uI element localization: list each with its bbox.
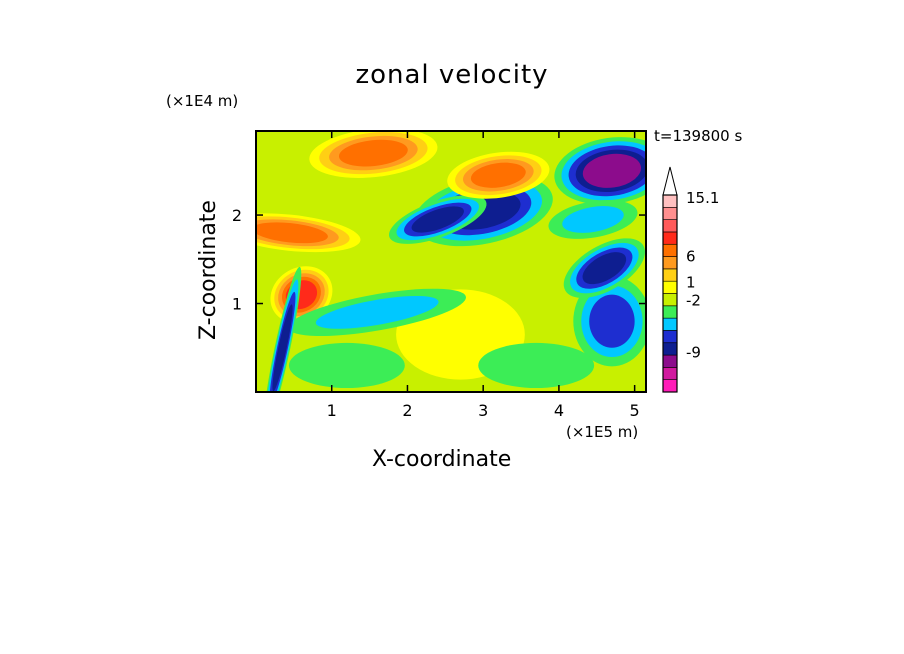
heatmap-region: [288, 288, 466, 337]
y-tick-label: 2: [232, 206, 242, 225]
contour-level: [288, 342, 405, 389]
x-axis-ticks: 1 2 3 4 5: [327, 131, 640, 420]
colorbar-swatch: [662, 219, 678, 233]
heatmap-region: [573, 276, 646, 367]
chart-title: zonal velocity: [355, 60, 549, 90]
contour-level: [562, 206, 624, 233]
colorbar-label: 1: [686, 273, 696, 291]
colorbar-label: -9: [686, 344, 701, 362]
heatmap-region: [256, 213, 361, 253]
x-tick-label: 4: [554, 401, 564, 420]
contour-level: [589, 294, 635, 348]
y-axis-unit: (×1E4 m): [166, 92, 239, 110]
colorbar: -9 -21 6 15.1: [662, 166, 719, 393]
contour-level: [582, 252, 627, 285]
colorbar-label: -2: [686, 292, 701, 310]
heatmap-region: [548, 200, 638, 239]
heatmap-region: [554, 137, 646, 205]
contour-level: [582, 153, 642, 188]
contour-level: [315, 296, 439, 329]
heatmap-region: [388, 195, 487, 244]
contour-level: [470, 162, 526, 188]
colorbar-label: 6: [686, 247, 696, 265]
colorbar-swatch: [662, 317, 678, 331]
colorbar-label: 15.1: [686, 189, 719, 207]
contour-level: [478, 342, 595, 389]
contour-level: [256, 222, 328, 244]
x-tick-label: 1: [327, 401, 337, 420]
contour-level: [411, 206, 464, 233]
colorbar-swatch: [662, 268, 678, 282]
colorbar-swatch: [662, 194, 678, 208]
contour-level: [338, 139, 408, 167]
colorbar-swatch: [662, 280, 678, 294]
contour-level: [272, 304, 293, 392]
heatmap-region: [478, 342, 595, 389]
heatmap-region: [288, 342, 405, 389]
colorbar-frame: [662, 194, 678, 393]
heatmap-region: [563, 238, 645, 298]
colorbar-swatch: [662, 293, 678, 307]
y-tick-label: 1: [232, 295, 242, 314]
colorbar-swatch: [662, 330, 678, 344]
heatmap-field: [256, 131, 646, 392]
x-axis-label: X-coordinate: [372, 447, 512, 472]
plot-frame: [255, 130, 647, 393]
x-tick-label: 3: [478, 401, 488, 420]
colorbar-swatch: [662, 342, 678, 356]
heatmap-region: [309, 131, 438, 178]
time-label: t=139800 s: [654, 127, 743, 145]
colorbar-swatch: [662, 367, 678, 380]
colorbar-swatch: [662, 243, 678, 257]
x-tick-label: 2: [402, 401, 412, 420]
colorbar-swatch: [662, 305, 678, 319]
x-tick-label: 5: [630, 401, 640, 420]
colorbar-overflow-arrow: [662, 166, 678, 196]
y-axis-ticks: 12: [232, 206, 646, 314]
colorbar-swatch: [662, 207, 678, 220]
colorbar-swatch: [662, 354, 678, 368]
colorbar-swatch: [662, 231, 678, 245]
heatmap-region: [447, 151, 550, 199]
colorbar-swatch: [662, 256, 678, 270]
heatmap-region: [263, 266, 302, 392]
colorbar-swatch: [662, 379, 678, 393]
x-axis-unit: (×1E5 m): [566, 423, 639, 441]
